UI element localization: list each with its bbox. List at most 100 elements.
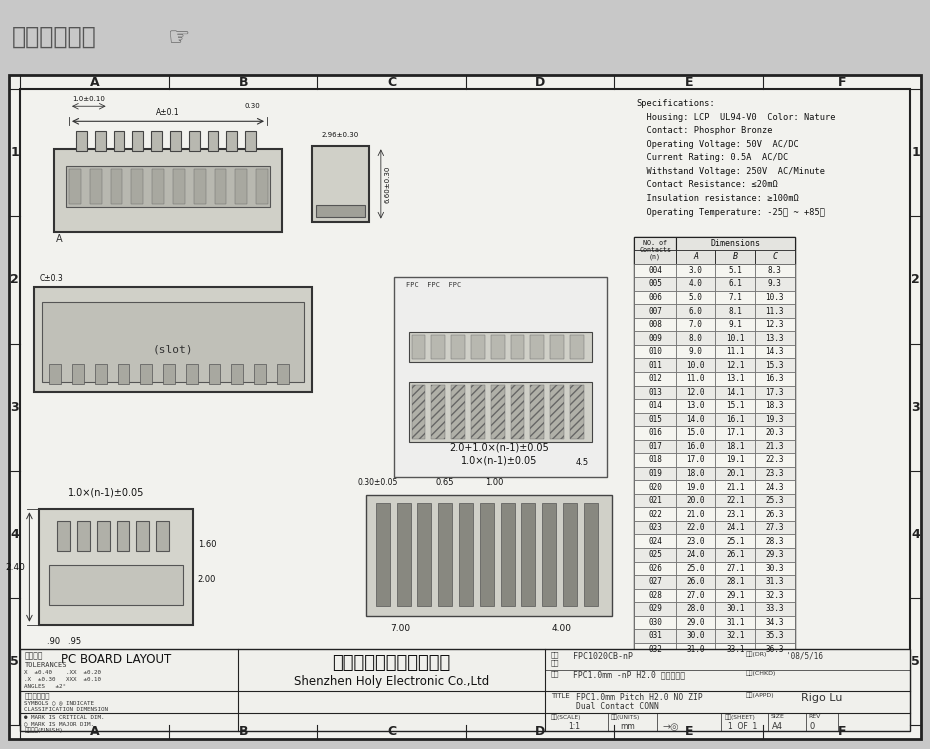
- Bar: [20, 649, 910, 731]
- Text: Operating Voltage: 50V  AC/DC: Operating Voltage: 50V AC/DC: [636, 140, 799, 149]
- Text: TOLERANCES: TOLERANCES: [24, 662, 67, 668]
- Text: 015: 015: [648, 415, 662, 424]
- Bar: [522, 503, 536, 606]
- Bar: [634, 453, 676, 467]
- Bar: [634, 467, 676, 480]
- Text: 17.0: 17.0: [686, 455, 705, 464]
- Text: 7.0: 7.0: [689, 320, 702, 329]
- Bar: [163, 364, 175, 384]
- Bar: [715, 386, 755, 399]
- Bar: [755, 413, 794, 426]
- Bar: [634, 386, 676, 399]
- Bar: [634, 480, 676, 494]
- Text: 023: 023: [648, 523, 662, 532]
- Text: 数量(SHEET): 数量(SHEET): [724, 714, 755, 720]
- Text: 11.1: 11.1: [726, 348, 745, 357]
- Bar: [676, 277, 715, 291]
- Bar: [676, 318, 715, 331]
- Bar: [755, 480, 794, 494]
- Text: 27.0: 27.0: [686, 591, 705, 600]
- Text: B: B: [238, 726, 248, 739]
- Text: 1.0±0.10: 1.0±0.10: [73, 96, 105, 103]
- Text: 19.0: 19.0: [686, 482, 705, 491]
- Text: 35.3: 35.3: [765, 631, 784, 640]
- Bar: [77, 521, 90, 551]
- Text: 23.1: 23.1: [726, 509, 745, 518]
- Text: A±0.1: A±0.1: [156, 109, 179, 118]
- Text: 029: 029: [648, 604, 662, 613]
- Text: 13.0: 13.0: [686, 401, 705, 410]
- Bar: [634, 535, 676, 548]
- Text: 4.00: 4.00: [552, 624, 572, 633]
- Bar: [755, 521, 794, 535]
- Text: 5.0: 5.0: [689, 293, 702, 302]
- Bar: [132, 131, 143, 151]
- Bar: [90, 169, 101, 204]
- Bar: [186, 364, 198, 384]
- Bar: [408, 382, 591, 442]
- Bar: [715, 318, 755, 331]
- Text: D: D: [535, 726, 545, 739]
- Text: 4.5: 4.5: [576, 458, 589, 467]
- Bar: [755, 629, 794, 643]
- Bar: [715, 426, 755, 440]
- Bar: [715, 372, 755, 386]
- Bar: [193, 169, 206, 204]
- Text: 22.3: 22.3: [765, 455, 784, 464]
- Bar: [755, 589, 794, 602]
- Text: Current Rating: 0.5A  AC/DC: Current Rating: 0.5A AC/DC: [636, 154, 789, 163]
- Text: 13.1: 13.1: [726, 374, 745, 383]
- Text: 11.3: 11.3: [765, 306, 784, 315]
- Bar: [755, 250, 794, 264]
- Text: 7.1: 7.1: [728, 293, 742, 302]
- Bar: [715, 494, 755, 507]
- Bar: [634, 413, 676, 426]
- Text: C: C: [387, 726, 396, 739]
- Bar: [530, 335, 544, 359]
- Bar: [471, 385, 485, 439]
- Text: NO. of
Contacts
(n): NO. of Contacts (n): [639, 240, 671, 261]
- Text: A: A: [90, 76, 100, 88]
- Text: 1.60: 1.60: [198, 540, 216, 549]
- Bar: [95, 364, 107, 384]
- Bar: [715, 507, 755, 521]
- Bar: [715, 562, 755, 575]
- Text: Dual Contact CONN: Dual Contact CONN: [576, 702, 658, 711]
- Bar: [715, 345, 755, 359]
- Text: 0: 0: [809, 722, 815, 731]
- Bar: [634, 331, 676, 345]
- Bar: [715, 250, 755, 264]
- Text: FPC1.0mm Pitch H2.0 NO ZIP: FPC1.0mm Pitch H2.0 NO ZIP: [576, 693, 703, 702]
- Text: 15.1: 15.1: [726, 401, 745, 410]
- Bar: [376, 503, 390, 606]
- Text: 9.3: 9.3: [768, 279, 782, 288]
- Bar: [715, 521, 755, 535]
- Bar: [676, 602, 715, 616]
- Bar: [634, 629, 676, 643]
- Text: 027: 027: [648, 577, 662, 586]
- Text: 6.60±0.30: 6.60±0.30: [385, 166, 391, 203]
- Text: 017: 017: [648, 442, 662, 451]
- Text: A: A: [56, 234, 62, 243]
- Text: 27.3: 27.3: [765, 523, 784, 532]
- Text: Specifications:: Specifications:: [636, 99, 715, 109]
- Bar: [715, 535, 755, 548]
- Bar: [511, 335, 525, 359]
- Bar: [66, 166, 270, 207]
- Bar: [153, 169, 164, 204]
- Text: A4: A4: [772, 722, 783, 731]
- Bar: [570, 335, 584, 359]
- Text: 24.3: 24.3: [765, 482, 784, 491]
- Bar: [676, 345, 715, 359]
- Bar: [634, 521, 676, 535]
- Bar: [207, 131, 219, 151]
- Text: 22.0: 22.0: [686, 523, 705, 532]
- Text: 019: 019: [648, 469, 662, 478]
- Text: 6.0: 6.0: [689, 306, 702, 315]
- Text: 28.0: 28.0: [686, 604, 705, 613]
- Bar: [676, 426, 715, 440]
- Bar: [634, 237, 794, 656]
- Text: 比例(SCALE): 比例(SCALE): [551, 714, 581, 720]
- Bar: [715, 264, 755, 277]
- Bar: [755, 453, 794, 467]
